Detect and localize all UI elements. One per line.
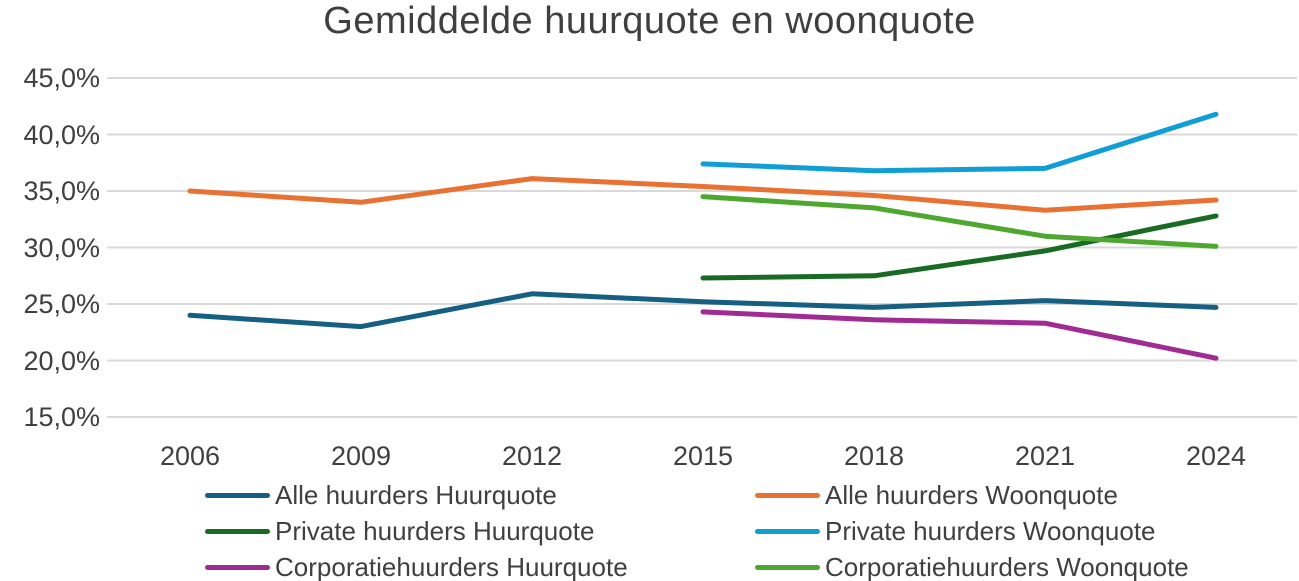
legend-item: Private huurders Huurquote [205, 513, 755, 549]
legend-label: Private huurders Woonquote [825, 515, 1156, 546]
chart-title: Gemiddelde huurquote en woonquote [323, 0, 976, 42]
x-tick-label: 2018 [843, 441, 905, 471]
series-line [187, 176, 1219, 213]
x-tick-label: 2021 [1014, 441, 1076, 471]
series-line [700, 309, 1219, 361]
y-tick-label: 45,0% [23, 63, 100, 93]
y-tick-label: 30,0% [23, 232, 100, 263]
legend-swatch-corporatiehuurders-woonquote [755, 564, 820, 570]
legend-label: Alle huurders Huurquote [275, 479, 557, 510]
x-tick-label: 2024 [1185, 441, 1247, 471]
y-tick-label: 25,0% [23, 289, 100, 319]
legend-label: Alle huurders Woonquote [825, 479, 1118, 510]
y-tick-label: 35,0% [23, 176, 100, 206]
legend-swatch-private-huurders-huurquote [205, 528, 270, 534]
series-line [187, 291, 1219, 330]
legend-swatch-corporatiehuurders-huurquote [205, 564, 270, 570]
legend-label: Private huurders Huurquote [275, 515, 595, 546]
legend-swatch-alle-huurders-woonquote [755, 492, 820, 498]
series-line [700, 194, 1219, 249]
legend-label: Corporatiehuurders Woonquote [825, 551, 1189, 581]
x-tick-label: 2015 [672, 441, 734, 471]
legend-item: Alle huurders Huurquote [205, 477, 755, 513]
y-tick-label: 20,0% [23, 345, 100, 376]
series-line [700, 111, 1219, 174]
series-line [700, 213, 1219, 281]
legend-item: Corporatiehuurders Woonquote [755, 549, 1299, 581]
legend: Alle huurders Huurquote Alle huurders Wo… [205, 477, 1299, 581]
legend-item: Alle huurders Woonquote [755, 477, 1299, 513]
x-tick-label: 2009 [330, 441, 392, 471]
x-tick-label: 2012 [501, 441, 563, 471]
y-tick-label: 40,0% [23, 119, 100, 150]
legend-label: Corporatiehuurders Huurquote [275, 551, 628, 581]
legend-swatch-private-huurders-woonquote [755, 528, 820, 534]
y-tick-label: 15,0% [23, 402, 100, 432]
x-tick-label: 2006 [159, 441, 221, 471]
legend-item: Corporatiehuurders Huurquote [205, 549, 755, 581]
legend-item: Private huurders Woonquote [755, 513, 1299, 549]
legend-swatch-alle-huurders-huurquote [205, 492, 270, 498]
